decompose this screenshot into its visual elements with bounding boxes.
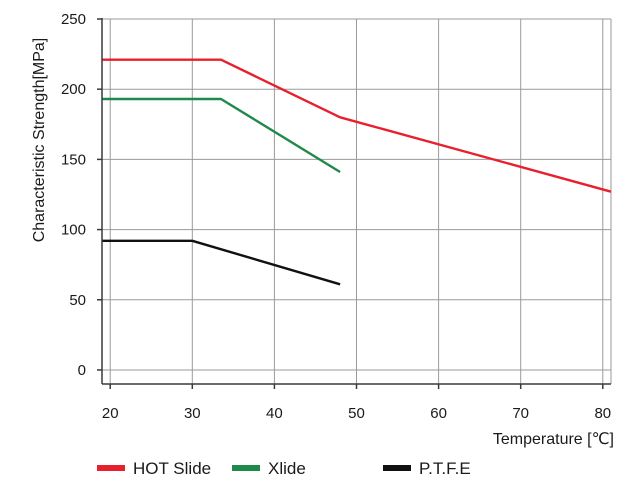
grid [102, 18, 612, 384]
series-layer [102, 58, 612, 286]
legend-swatch-xlide [232, 465, 260, 471]
y-axis-label: Characteristic Strength[MPa] [31, 38, 48, 243]
y-tick-label-0: 0 [78, 362, 86, 379]
x-tick-label-50: 50 [348, 405, 365, 422]
x-tick-label-70: 70 [512, 405, 529, 422]
tick-labels: 20 30 40 50 60 70 80 0 50 100 150 200 250 [61, 11, 611, 422]
series-line-hot-slide [102, 58, 612, 193]
x-tick-label-20: 20 [102, 405, 119, 422]
y-tick-label-150: 150 [61, 151, 86, 168]
legend: HOT Slide Xlide P.T.F.E [97, 459, 471, 478]
legend-swatch-hot-slide [97, 465, 125, 471]
legend-label-p-t-f-e: P.T.F.E [419, 459, 471, 478]
y-tick-label-250: 250 [61, 11, 86, 28]
x-axis-label: Temperature [℃] [493, 431, 614, 448]
x-tick-label-40: 40 [266, 405, 283, 422]
x-tick-label-30: 30 [184, 405, 201, 422]
axes [97, 18, 611, 389]
x-tick-label-80: 80 [594, 405, 611, 422]
legend-item-xlide: Xlide [232, 459, 306, 478]
x-tick-label-60: 60 [430, 405, 447, 422]
legend-label-xlide: Xlide [268, 459, 306, 478]
legend-swatch-p-t-f-e [383, 465, 411, 471]
y-tick-label-200: 200 [61, 81, 86, 98]
series-line-xlide [102, 97, 341, 174]
legend-item-p-t-f-e: P.T.F.E [383, 459, 471, 478]
legend-item-hot-slide: HOT Slide [97, 459, 211, 478]
y-tick-label-50: 50 [69, 292, 86, 309]
legend-label-hot-slide: HOT Slide [133, 459, 211, 478]
y-tick-label-100: 100 [61, 222, 86, 239]
series-line-p-t-f-e [102, 239, 341, 286]
